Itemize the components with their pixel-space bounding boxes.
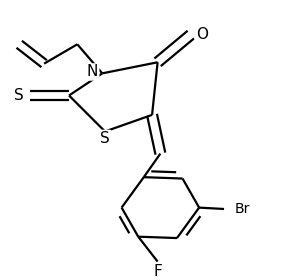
Text: Br: Br (235, 202, 250, 216)
Text: S: S (14, 88, 24, 103)
Text: S: S (100, 131, 110, 146)
Text: F: F (153, 264, 162, 279)
Text: O: O (196, 27, 208, 42)
Text: N: N (87, 64, 98, 80)
